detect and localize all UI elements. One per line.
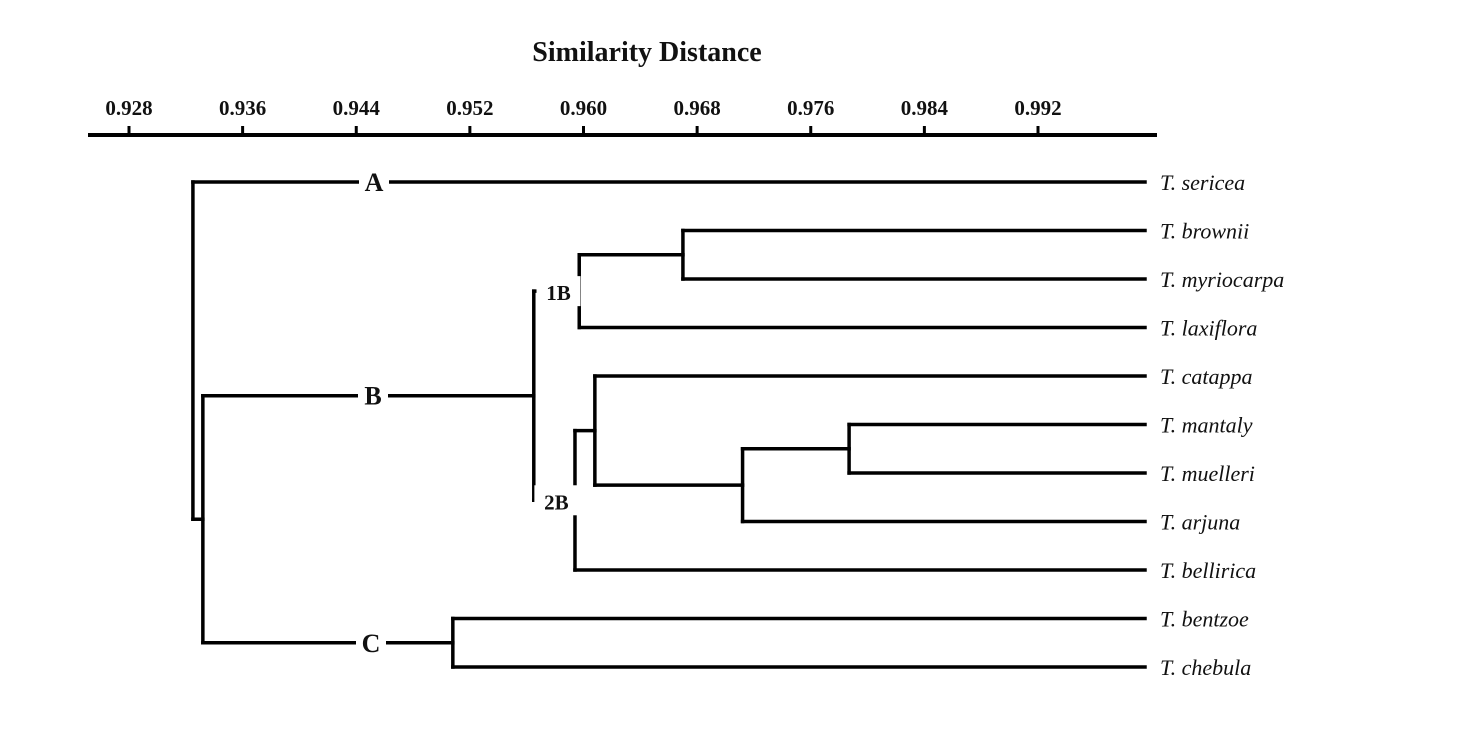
leaf-label: T. sericea — [1160, 170, 1245, 195]
leaf-label: T. laxiflora — [1160, 316, 1257, 341]
leaf-label: T. brownii — [1160, 219, 1249, 244]
clade-label-bg — [356, 627, 386, 658]
tick-label: 0.928 — [105, 96, 152, 120]
similarity-axis: 0.928 0.936 0.944 0.952 0.960 0.968 0.976 0.984… — [88, 96, 1157, 137]
clade-label-b: B — [364, 382, 381, 411]
chart-title: Similarity Distance — [532, 37, 761, 68]
leaf-label: T. chebula — [1160, 655, 1251, 680]
clade-label-c: C — [362, 629, 381, 658]
leaf-label: T. catappa — [1160, 364, 1252, 389]
clade-label-1b: 1B — [546, 281, 571, 305]
clade-labels: A B C 1B 2B — [356, 167, 581, 658]
tick-label: 0.992 — [1014, 96, 1061, 120]
clade-label-bg — [358, 380, 388, 411]
tick-label: 0.968 — [674, 96, 721, 120]
dendrogram-branches — [191, 180, 1147, 669]
tick-label: 0.976 — [787, 96, 834, 120]
clade-label-a: A — [365, 168, 384, 197]
leaf-labels: T. sericea T. brownii T. myriocarpa T. laxi… — [1160, 170, 1284, 680]
tick-label: 0.944 — [333, 96, 381, 120]
leaf-label: T. mantaly — [1160, 413, 1253, 438]
tick-label: 0.952 — [446, 96, 493, 120]
clade-label-bg — [536, 276, 581, 307]
leaf-label: T. arjuna — [1160, 510, 1240, 535]
leaf-label: T. bentzoe — [1160, 607, 1249, 632]
tick-label: 0.936 — [219, 96, 266, 120]
leaf-label: T. bellirica — [1160, 558, 1256, 583]
clade-label-2b: 2B — [544, 490, 569, 514]
tick-label: 0.984 — [901, 96, 949, 120]
leaf-label: T. muelleri — [1160, 461, 1255, 486]
leaf-label: T. myriocarpa — [1160, 267, 1284, 292]
tick-label: 0.960 — [560, 96, 607, 120]
clade-label-bg — [534, 485, 579, 516]
clade-label-bg — [359, 167, 389, 197]
